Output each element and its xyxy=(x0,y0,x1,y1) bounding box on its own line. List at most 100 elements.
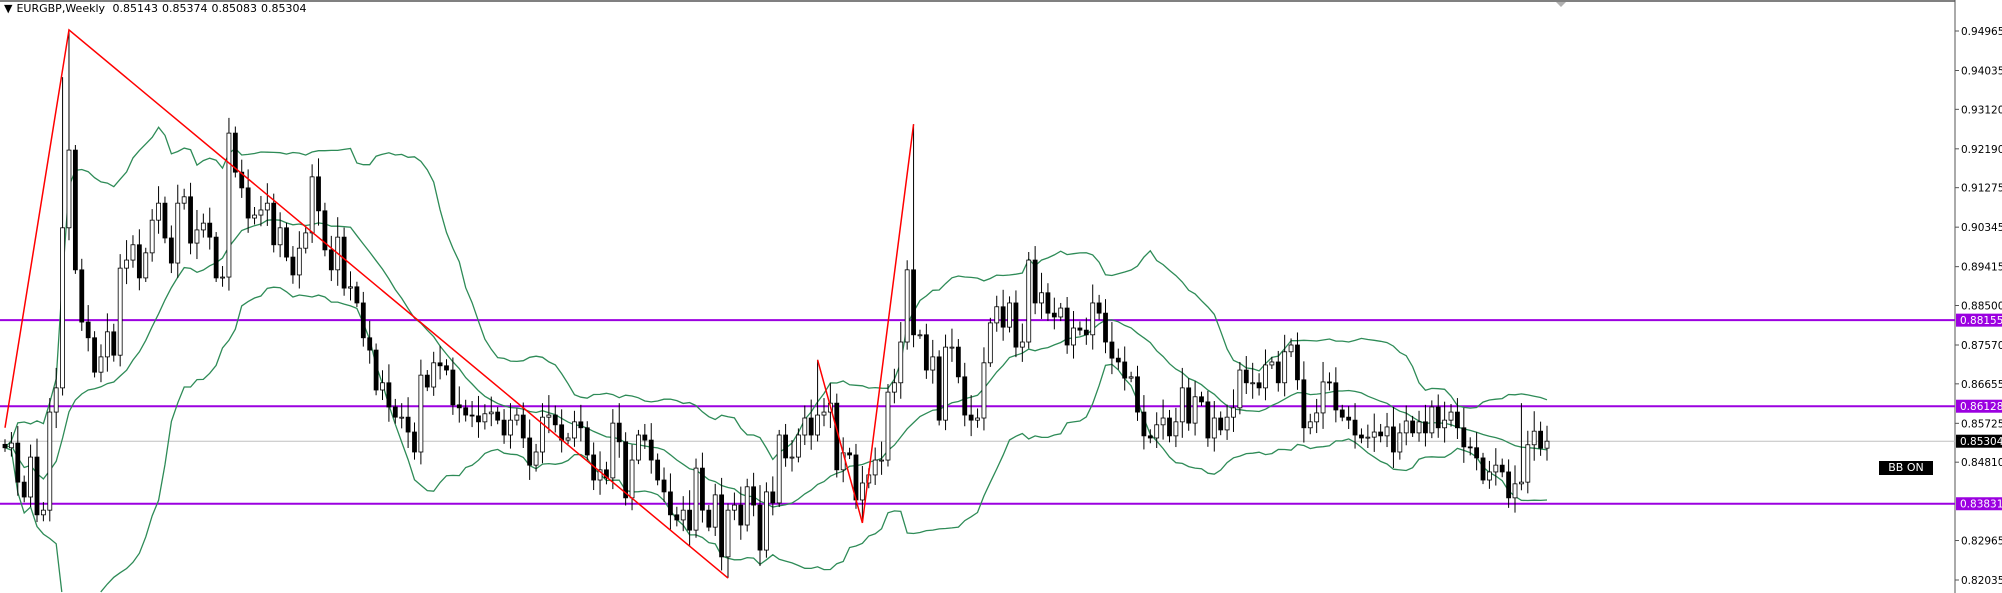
bull-candle-body xyxy=(943,346,948,421)
bear-candle-body xyxy=(1295,344,1300,381)
bear-candle-body xyxy=(239,171,245,189)
bear-candle-body xyxy=(367,337,373,351)
candle xyxy=(1083,317,1089,345)
bull-candle-body xyxy=(1128,376,1134,379)
bull-candle-body xyxy=(488,411,494,415)
bear-candle-body xyxy=(316,176,321,212)
bear-candle-body xyxy=(1147,435,1153,439)
candle xyxy=(1135,365,1140,421)
symbol-timeframe: EURGBP,Weekly xyxy=(16,2,106,15)
candle xyxy=(597,451,603,495)
bull-candle-body xyxy=(949,346,955,349)
bb-on-badge[interactable]: BB ON xyxy=(1879,461,1933,475)
candle xyxy=(405,397,411,448)
candle xyxy=(143,247,149,282)
bear-candle-body xyxy=(808,417,814,436)
candle xyxy=(616,403,622,458)
candle xyxy=(527,419,533,480)
axis-tick-label: 0.89415 xyxy=(1961,262,2002,274)
bull-candle-body xyxy=(1416,421,1422,434)
candle xyxy=(802,405,808,446)
candle xyxy=(149,209,155,262)
candle xyxy=(943,334,948,431)
bear-candle-body xyxy=(290,256,296,276)
candle xyxy=(373,343,379,396)
candle xyxy=(1538,421,1544,456)
candle xyxy=(764,482,769,558)
candle xyxy=(380,370,385,401)
candle xyxy=(1115,348,1121,370)
candle xyxy=(815,359,820,442)
bear-candle-body xyxy=(783,434,788,459)
candle xyxy=(719,477,725,571)
bull-candle-body xyxy=(514,414,520,421)
bear-candle-body xyxy=(578,421,584,429)
bear-candle-body xyxy=(463,407,469,416)
bull-candle-body xyxy=(994,306,1000,324)
chart-shift-marker-icon[interactable] xyxy=(1556,2,1566,7)
bear-candle-body xyxy=(322,210,328,251)
bear-candle-body xyxy=(1064,307,1070,346)
bear-candle-body xyxy=(1339,409,1345,418)
candle xyxy=(1493,448,1499,486)
candle xyxy=(1122,346,1128,391)
bull-candle-body xyxy=(380,382,385,391)
zigzag-line[interactable] xyxy=(816,124,915,524)
zigzag-lines[interactable] xyxy=(4,28,915,579)
bull-candle-body xyxy=(1371,431,1377,438)
axis-tick-label: 0.82965 xyxy=(1961,536,2002,548)
collapse-triangle-icon[interactable]: ▼ xyxy=(4,2,13,15)
candle xyxy=(1352,403,1358,449)
candle xyxy=(911,124,916,348)
bb-middle-band xyxy=(4,219,1548,508)
bull-candle-body xyxy=(1493,464,1499,473)
candle xyxy=(2,439,8,452)
candle xyxy=(72,145,78,274)
bear-candle-body xyxy=(341,236,347,289)
candle xyxy=(1077,321,1083,336)
bull-candle-body xyxy=(744,486,750,526)
bear-candle-body xyxy=(1083,329,1089,336)
candle xyxy=(207,207,213,250)
candle xyxy=(559,409,565,453)
bull-candle-body xyxy=(60,227,65,389)
bear-candle-body xyxy=(21,481,27,498)
candle xyxy=(28,444,33,508)
candle xyxy=(1128,371,1134,383)
candle xyxy=(693,458,699,538)
candle xyxy=(1397,423,1403,460)
candle xyxy=(578,404,584,442)
candle xyxy=(1090,284,1096,350)
candle xyxy=(1250,362,1256,399)
candle xyxy=(1480,452,1486,485)
bull-candle-body xyxy=(220,276,225,279)
candle xyxy=(239,159,245,198)
candle xyxy=(1179,367,1185,438)
candle xyxy=(712,483,718,536)
bull-candle-body xyxy=(1263,364,1268,389)
bear-candle-body xyxy=(687,509,693,531)
candle xyxy=(1173,407,1179,448)
bull-candle-body xyxy=(636,434,641,461)
horizontal-levels[interactable] xyxy=(0,319,1955,505)
bear-candle-body xyxy=(501,419,507,436)
bear-candle-body xyxy=(1423,421,1428,434)
candle xyxy=(431,351,437,396)
zigzag-line[interactable] xyxy=(4,28,729,579)
bull-candle-body xyxy=(680,509,686,521)
candle xyxy=(891,368,897,404)
axis-tick-label: 0.94035 xyxy=(1961,65,2002,77)
candle xyxy=(66,29,72,241)
candle xyxy=(1365,424,1371,448)
bear-candle-body xyxy=(72,149,78,271)
candle xyxy=(1045,283,1051,321)
bear-candle-body xyxy=(207,222,213,238)
price-axis[interactable]: 0.94965 0.94035 0.93120 0.92190 0.91275 0.903… xyxy=(1955,26,2002,587)
bull-candle-body xyxy=(1307,421,1313,429)
candle xyxy=(245,169,251,233)
bear-candle-body xyxy=(1391,426,1396,453)
candle xyxy=(348,271,353,301)
axis-tick-label: 0.92190 xyxy=(1961,144,2002,156)
ohlc-open: 0.85143 xyxy=(112,2,159,15)
